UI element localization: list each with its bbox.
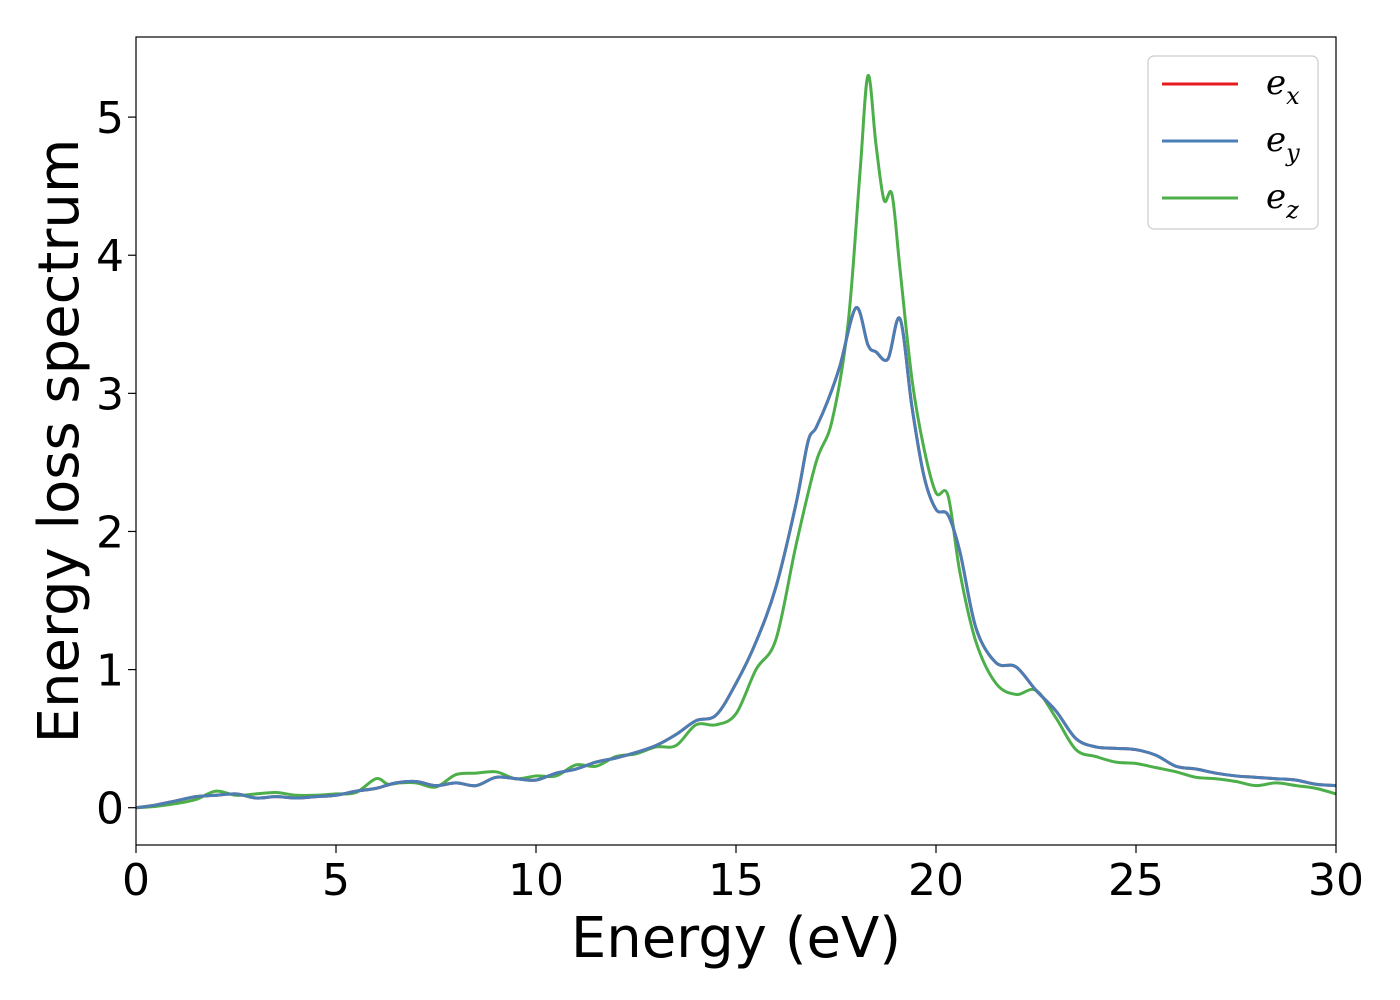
legend-label-subscript: z bbox=[1285, 196, 1299, 224]
x-tick-label: 20 bbox=[908, 855, 964, 906]
y-axis-label: Energy loss spectrum bbox=[27, 139, 92, 744]
legend-label-subscript: x bbox=[1286, 82, 1300, 110]
legend-label-ez: ez bbox=[1266, 177, 1299, 224]
legend-label-ex: ex bbox=[1266, 63, 1300, 110]
series-line-ey bbox=[136, 306, 1336, 810]
legend-label-base: e bbox=[1266, 177, 1286, 217]
y-axis-ticks: 0 1 2 3 4 5 bbox=[96, 93, 136, 835]
x-tick-label: 15 bbox=[708, 855, 764, 906]
x-tick-label: 25 bbox=[1108, 855, 1164, 906]
x-tick-label: 5 bbox=[322, 855, 350, 906]
legend-label-subscript: y bbox=[1285, 139, 1300, 167]
series-layer bbox=[136, 74, 1336, 810]
legend-label-ey: ey bbox=[1266, 120, 1300, 167]
x-axis-label: Energy (eV) bbox=[571, 906, 901, 971]
series-line-ez bbox=[136, 74, 1336, 810]
plot-background bbox=[136, 37, 1336, 845]
y-tick-label: 3 bbox=[96, 369, 124, 420]
y-tick-label: 4 bbox=[96, 231, 124, 282]
x-tick-label: 30 bbox=[1308, 855, 1364, 906]
legend-label-base: e bbox=[1266, 63, 1286, 103]
y-tick-label: 0 bbox=[96, 784, 124, 835]
x-tick-label: 10 bbox=[508, 855, 564, 906]
x-axis-ticks: 0 5 10 15 20 25 30 bbox=[122, 845, 1364, 906]
x-tick-label: 0 bbox=[122, 855, 150, 906]
y-tick-label: 1 bbox=[96, 646, 124, 697]
y-tick-label: 2 bbox=[96, 507, 124, 558]
y-tick-label: 5 bbox=[96, 93, 124, 144]
legend-label-base: e bbox=[1266, 120, 1286, 160]
